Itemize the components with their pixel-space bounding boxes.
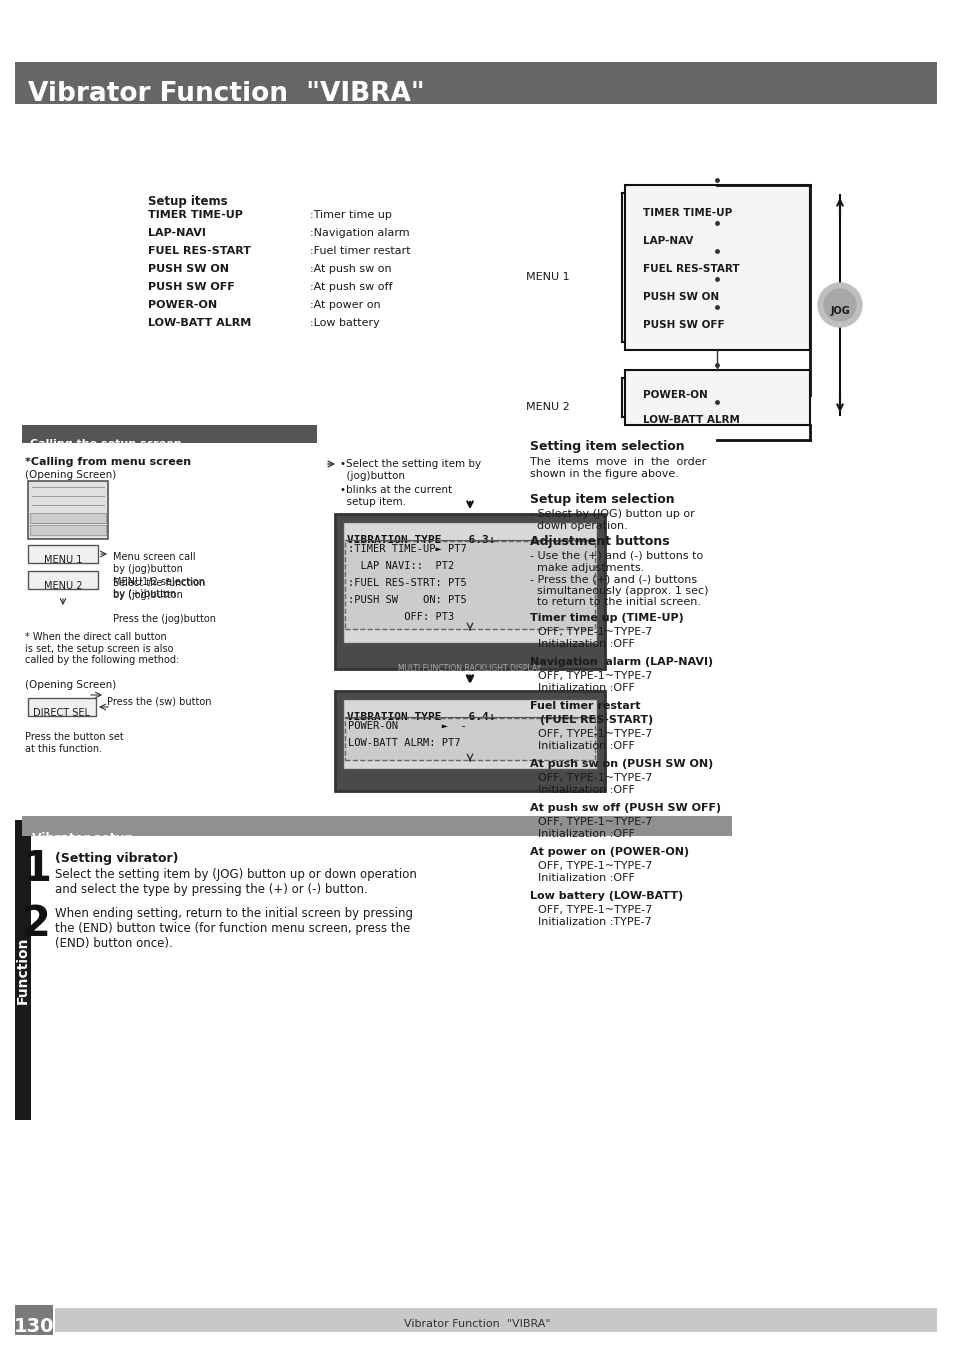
Text: LAP-NAVI: LAP-NAVI <box>148 228 206 239</box>
Text: VIBRATION TYPE    6.4↓: VIBRATION TYPE 6.4↓ <box>347 712 495 723</box>
Text: - Use the (+) and (-) buttons to
  make adjustments.
- Press the (+) and (-) but: - Use the (+) and (-) buttons to make ad… <box>530 551 708 608</box>
Text: Low battery (LOW-BATT): Low battery (LOW-BATT) <box>530 891 682 900</box>
Text: Setting item selection: Setting item selection <box>530 439 684 453</box>
Text: Function: Function <box>16 937 30 1004</box>
Text: TIMER TIME-UP: TIMER TIME-UP <box>642 208 732 218</box>
Text: DIRECT SEL: DIRECT SEL <box>33 708 91 718</box>
Text: :Navigation alarm: :Navigation alarm <box>310 228 409 239</box>
Text: At power on (POWER-ON): At power on (POWER-ON) <box>530 847 688 857</box>
Text: Press the (jog)button: Press the (jog)button <box>112 613 215 624</box>
Text: 2: 2 <box>22 903 51 945</box>
Text: :At power on: :At power on <box>310 301 380 310</box>
Text: Setup item selection: Setup item selection <box>530 493 674 506</box>
Text: PUSH SW OFF: PUSH SW OFF <box>642 319 724 330</box>
Text: OFF, TYPE-1~TYPE-7
Initialization :TYPE-7: OFF, TYPE-1~TYPE-7 Initialization :TYPE-… <box>537 905 652 926</box>
Text: Setup items: Setup items <box>148 195 228 208</box>
Text: *Calling from menu screen: *Calling from menu screen <box>25 457 191 466</box>
Circle shape <box>817 283 862 328</box>
Text: :PUSH SW    ON: PT5: :PUSH SW ON: PT5 <box>348 594 466 605</box>
Text: 1: 1 <box>22 848 51 890</box>
Text: VIBRATION TYPE    6.3↓: VIBRATION TYPE 6.3↓ <box>347 535 495 545</box>
Text: :At push sw on: :At push sw on <box>310 264 392 274</box>
Text: At push sw on (PUSH SW ON): At push sw on (PUSH SW ON) <box>530 759 713 768</box>
Text: :Timer time up: :Timer time up <box>310 210 392 220</box>
Text: Timer time up (TIME-UP): Timer time up (TIME-UP) <box>530 613 683 623</box>
Text: The  items  move  in  the  order
shown in the figure above.: The items move in the order shown in the… <box>530 457 705 479</box>
Text: JOG: JOG <box>829 306 849 315</box>
Text: :TIMER TIME-UP► PT7: :TIMER TIME-UP► PT7 <box>348 545 466 554</box>
Text: OFF, TYPE-1~TYPE-7
Initialization :OFF: OFF, TYPE-1~TYPE-7 Initialization :OFF <box>537 772 652 794</box>
FancyBboxPatch shape <box>30 514 106 523</box>
Text: •blinks at the current
  setup item.: •blinks at the current setup item. <box>339 485 452 507</box>
FancyBboxPatch shape <box>15 1305 53 1335</box>
Text: :Low battery: :Low battery <box>310 318 379 328</box>
Text: LOW-BATT ALRM: PT7: LOW-BATT ALRM: PT7 <box>348 737 460 748</box>
Text: LAP-NAV: LAP-NAV <box>642 236 693 245</box>
FancyBboxPatch shape <box>28 698 96 716</box>
Text: MENU 2: MENU 2 <box>526 402 569 412</box>
Text: (FUEL RES-START): (FUEL RES-START) <box>539 714 653 725</box>
Text: POWER-ON       ►  -: POWER-ON ► - <box>348 721 466 731</box>
Text: LAP NAVI::  PT2: LAP NAVI:: PT2 <box>348 561 454 572</box>
Text: Adjustment buttons: Adjustment buttons <box>530 535 669 549</box>
Text: Fuel timer restart: Fuel timer restart <box>530 701 639 710</box>
Text: OFF: PT3: OFF: PT3 <box>348 612 454 621</box>
FancyBboxPatch shape <box>28 545 98 563</box>
FancyBboxPatch shape <box>345 718 595 760</box>
Text: OFF, TYPE-1~TYPE-7
Initialization :OFF: OFF, TYPE-1~TYPE-7 Initialization :OFF <box>537 627 652 648</box>
Text: Select the function
by (jog)button: Select the function by (jog)button <box>112 578 205 600</box>
Text: LOW-BATT ALRM: LOW-BATT ALRM <box>642 415 740 425</box>
Text: Navigation  alarm (LAP-NAVI): Navigation alarm (LAP-NAVI) <box>530 656 713 667</box>
Text: PUSH SW ON: PUSH SW ON <box>148 264 229 274</box>
FancyBboxPatch shape <box>55 1308 936 1332</box>
Text: :FUEL RES-STRT: PT5: :FUEL RES-STRT: PT5 <box>348 578 466 588</box>
Text: Press the button set
at this function.: Press the button set at this function. <box>25 732 124 754</box>
FancyBboxPatch shape <box>15 62 936 104</box>
Text: (Opening Screen): (Opening Screen) <box>25 679 116 690</box>
Text: OFF, TYPE-1~TYPE-7
Initialization :OFF: OFF, TYPE-1~TYPE-7 Initialization :OFF <box>537 861 652 883</box>
Text: MENU 1: MENU 1 <box>44 555 82 565</box>
Text: At push sw off (PUSH SW OFF): At push sw off (PUSH SW OFF) <box>530 803 720 813</box>
FancyBboxPatch shape <box>335 692 604 791</box>
Text: TIMER TIME-UP: TIMER TIME-UP <box>148 210 243 220</box>
Text: Vibrator Function  "VIBRA": Vibrator Function "VIBRA" <box>28 81 424 106</box>
FancyBboxPatch shape <box>22 816 731 836</box>
FancyBboxPatch shape <box>28 572 98 589</box>
FancyBboxPatch shape <box>15 820 30 1120</box>
FancyBboxPatch shape <box>624 185 809 350</box>
Text: 130: 130 <box>13 1317 54 1336</box>
Text: POWER-ON: POWER-ON <box>148 301 217 310</box>
Text: MENU1/2 selection
by (+)button: MENU1/2 selection by (+)button <box>112 577 205 599</box>
Text: OFF, TYPE-1~TYPE-7
Initialization :OFF: OFF, TYPE-1~TYPE-7 Initialization :OFF <box>537 729 652 751</box>
Text: LOW-BATT ALRM: LOW-BATT ALRM <box>148 318 251 328</box>
Text: PUSH SW OFF: PUSH SW OFF <box>148 282 234 293</box>
Text: MENU 1: MENU 1 <box>526 272 569 282</box>
Text: - Select by (JOG) button up or
  down operation.: - Select by (JOG) button up or down oper… <box>530 510 694 531</box>
Circle shape <box>823 288 855 321</box>
Text: Select the setting item by (JOG) button up or down operation
and select the type: Select the setting item by (JOG) button … <box>55 868 416 896</box>
FancyBboxPatch shape <box>624 369 809 425</box>
Text: * When the direct call button
is set, the setup screen is also
called by the fol: * When the direct call button is set, th… <box>25 632 179 665</box>
Text: POWER-ON: POWER-ON <box>642 390 707 400</box>
Text: OFF, TYPE-1~TYPE-7
Initialization :OFF: OFF, TYPE-1~TYPE-7 Initialization :OFF <box>537 671 652 693</box>
Text: •Select the setting item by
  (jog)button: •Select the setting item by (jog)button <box>339 460 480 481</box>
Text: :At push sw off: :At push sw off <box>310 282 392 293</box>
Text: :Fuel timer restart: :Fuel timer restart <box>310 245 410 256</box>
Text: OFF, TYPE-1~TYPE-7
Initialization :OFF: OFF, TYPE-1~TYPE-7 Initialization :OFF <box>537 817 652 838</box>
Text: MENU 2: MENU 2 <box>44 581 82 590</box>
Text: FUEL RES-START: FUEL RES-START <box>642 264 739 274</box>
Text: (Setting vibrator): (Setting vibrator) <box>55 852 178 865</box>
FancyBboxPatch shape <box>22 425 316 443</box>
FancyBboxPatch shape <box>343 522 597 643</box>
Text: When ending setting, return to the initial screen by pressing
the (END) button t: When ending setting, return to the initi… <box>55 907 413 950</box>
Text: Calling the setup screen: Calling the setup screen <box>30 439 181 449</box>
Text: Press the (sw) button: Press the (sw) button <box>107 697 212 706</box>
FancyBboxPatch shape <box>345 541 595 630</box>
FancyBboxPatch shape <box>30 524 106 535</box>
Text: FUEL RES-START: FUEL RES-START <box>148 245 251 256</box>
FancyBboxPatch shape <box>28 481 108 539</box>
FancyBboxPatch shape <box>343 700 597 768</box>
Text: (Opening Screen): (Opening Screen) <box>25 470 116 480</box>
Text: MULTI FUNCTION BACKLIGHT DISPLAY: MULTI FUNCTION BACKLIGHT DISPLAY <box>398 665 541 673</box>
